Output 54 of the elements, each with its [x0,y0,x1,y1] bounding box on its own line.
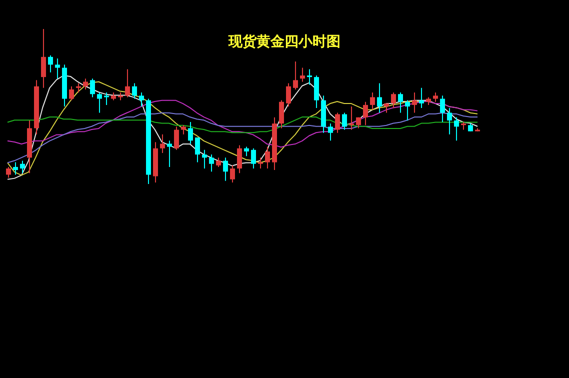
candlestick [83,78,88,90]
candlestick [104,92,109,106]
candlestick [160,134,165,154]
candlestick [335,112,340,134]
candlestick [90,78,95,98]
candlestick [398,92,403,114]
candlestick [167,140,172,168]
candlestick [286,82,291,107]
candlestick [314,75,319,109]
candlestick [251,148,256,169]
candlestick [447,108,452,135]
candlestick [202,149,207,169]
candlestick [244,146,249,157]
candlestick [181,124,186,135]
candlestick [342,112,347,130]
candlestick [419,87,424,109]
candlestick [307,68,312,86]
candlestick [209,154,214,172]
candlestick [223,157,228,182]
candlestick [174,126,179,150]
candlestick [237,144,242,174]
candlestick [125,68,130,98]
candlestick [230,164,235,183]
chart-title: 现货黄金四小时图 [228,34,340,50]
candlestick [405,100,410,121]
candlestick [412,92,417,114]
candlestick [216,157,221,168]
candlestick [363,101,368,126]
candlestick [440,95,445,122]
candlestick [69,86,74,101]
candlestick [188,122,193,144]
candlestick [76,82,81,94]
candlestick [48,54,53,73]
candlestick [41,28,46,88]
candlestick [300,67,305,82]
candlestick [377,82,382,114]
candlestick [370,92,375,110]
candlestick [139,92,144,107]
candlestick [132,82,137,100]
candlestick [454,116,459,142]
candlestick [433,92,438,102]
candlestick [349,106,354,130]
candlestick [279,100,284,129]
candlestick [195,137,200,163]
candlestick [265,146,270,169]
candlestick [55,58,60,80]
candlestick [391,92,396,109]
candlestick [293,61,298,90]
candlestick [328,123,333,142]
candlestick [97,92,102,114]
candlestick [20,160,25,174]
candlestick [258,157,263,169]
candlestick [13,162,18,176]
candlestick [6,166,11,178]
